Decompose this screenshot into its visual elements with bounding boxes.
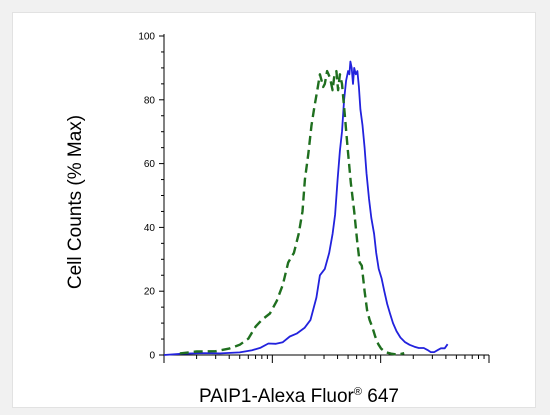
x-axis-title-suffix: 647 — [362, 386, 399, 407]
x-axis-title-registered-mark: ® — [354, 386, 362, 398]
solid-histogram-line — [163, 60, 449, 356]
axes — [159, 34, 490, 363]
histogram-chart: 0 20 40 60 80 100 Cell Counts (% Max) PAIP1-A… — [65, 32, 490, 407]
figure-frame: 0 20 40 60 80 100 Cell Counts (% Max) PAIP1-A… — [12, 12, 536, 408]
y-tick-label: 60 — [144, 159, 156, 170]
dashed-histogram-line — [179, 69, 405, 356]
y-tick-label: 100 — [138, 32, 155, 43]
y-axis-title: Cell Counts (% Max) — [65, 115, 86, 289]
x-axis-title: PAIP1-Alexa Fluor® 647 — [199, 386, 399, 407]
y-tick-labels: 0 20 40 60 80 100 — [138, 32, 155, 362]
y-tick-label: 80 — [144, 95, 156, 106]
series-layer — [163, 60, 449, 356]
y-tick-label: 40 — [144, 223, 156, 234]
y-tick-label: 0 — [149, 351, 155, 362]
y-tick-label: 20 — [144, 287, 156, 298]
x-axis-title-main: PAIP1-Alexa Fluor — [199, 386, 355, 407]
